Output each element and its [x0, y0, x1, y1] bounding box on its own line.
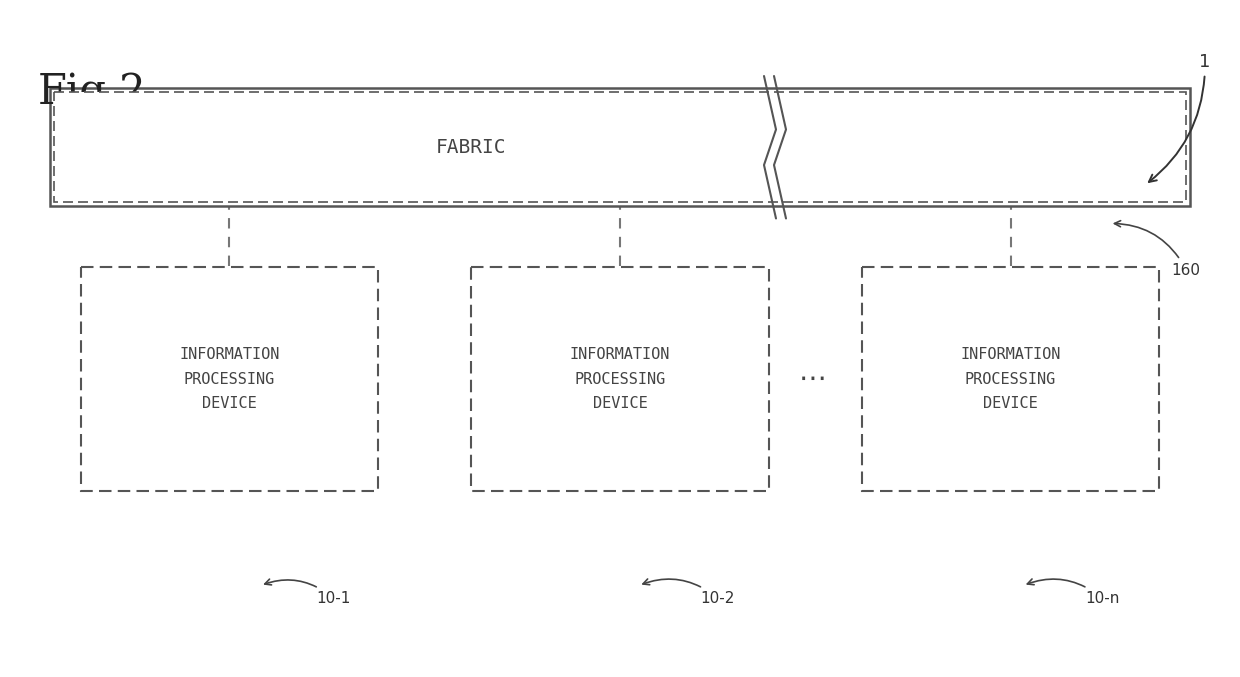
- Bar: [50, 88, 1190, 206]
- Bar: [862, 267, 1159, 491]
- Text: INFORMATION
PROCESSING
DEVICE: INFORMATION PROCESSING DEVICE: [570, 347, 670, 411]
- Bar: [53, 92, 1187, 202]
- Text: INFORMATION
PROCESSING
DEVICE: INFORMATION PROCESSING DEVICE: [180, 347, 279, 411]
- Text: 10-1: 10-1: [265, 579, 351, 606]
- Bar: [471, 267, 769, 491]
- Text: 10-2: 10-2: [642, 579, 735, 606]
- Text: Fig.2: Fig.2: [38, 72, 146, 114]
- Bar: [81, 267, 378, 491]
- Text: ⋯: ⋯: [799, 365, 826, 393]
- Text: 1: 1: [1149, 53, 1210, 182]
- Text: FABRIC: FABRIC: [436, 137, 506, 157]
- Text: 160: 160: [1115, 221, 1200, 278]
- Text: 10-n: 10-n: [1027, 579, 1120, 606]
- Text: INFORMATION
PROCESSING
DEVICE: INFORMATION PROCESSING DEVICE: [961, 347, 1060, 411]
